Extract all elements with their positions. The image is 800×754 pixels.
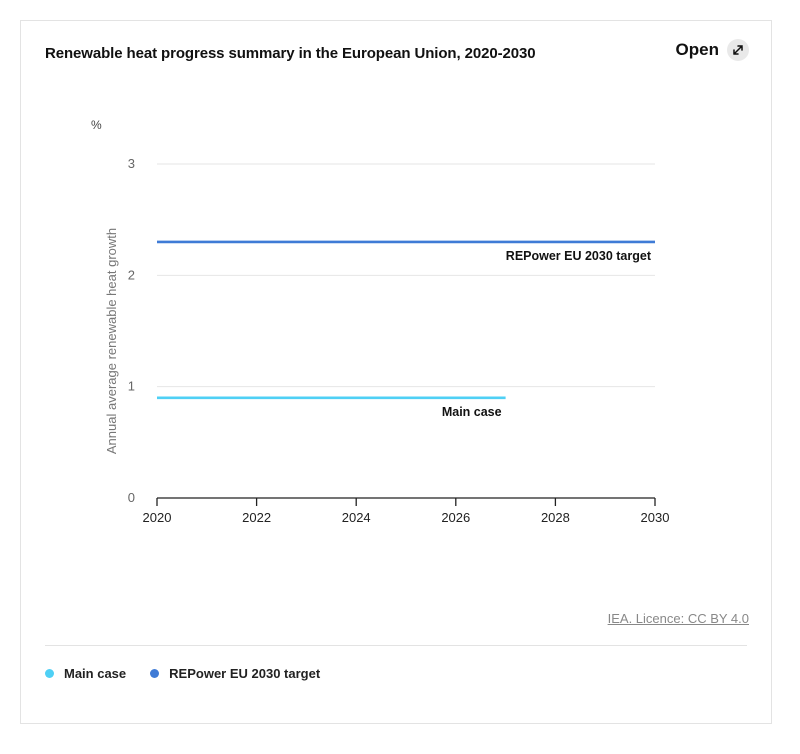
x-tick-label-2020: 2020 bbox=[143, 510, 172, 525]
x-tick-label-2026: 2026 bbox=[441, 510, 470, 525]
y-tick-label-3: 3 bbox=[128, 156, 135, 171]
y-axis-title: Annual average renewable heat growth bbox=[104, 228, 119, 454]
chart-title: Renewable heat progress summary in the E… bbox=[45, 45, 536, 62]
x-tick-label-2022: 2022 bbox=[242, 510, 271, 525]
y-tick-label-2: 2 bbox=[128, 267, 135, 282]
series-lines bbox=[157, 240, 655, 400]
legend-dot-target bbox=[150, 669, 160, 678]
y-unit-label: % bbox=[91, 118, 102, 132]
legend-dot-main-case bbox=[45, 669, 54, 678]
x-tick-label-2024: 2024 bbox=[342, 510, 371, 525]
legend-item-target[interactable]: REPower EU 2030 target bbox=[150, 666, 320, 681]
x-tick-label-2030: 2030 bbox=[641, 510, 670, 525]
chart-labels: 0 1 2 3% Annual average renewable heat growt… bbox=[91, 118, 669, 525]
legend-label-target: REPower EU 2030 target bbox=[169, 666, 321, 681]
expand-arrow-icon bbox=[727, 39, 749, 61]
legend-item-main-case[interactable]: Main case bbox=[45, 666, 126, 681]
series-label-repower-eu-2030-target: REPower EU 2030 target bbox=[506, 249, 652, 263]
series-label-main-case: Main case bbox=[442, 405, 502, 419]
x-tick-label-2028: 2028 bbox=[541, 510, 570, 525]
legend-divider bbox=[45, 645, 747, 646]
open-button-label: Open bbox=[675, 40, 719, 59]
open-button[interactable]: Open bbox=[676, 39, 749, 61]
line-chart: 0 1 2 3% Annual average renewable heat growt… bbox=[91, 118, 669, 525]
y-tick-label-1: 1 bbox=[128, 379, 135, 394]
licence-link[interactable]: IEA. Licence: CC BY 4.0 bbox=[607, 611, 749, 626]
axes bbox=[156, 497, 656, 506]
legend: Main case REPower EU 2030 target bbox=[45, 666, 320, 681]
legend-label-main-case: Main case bbox=[64, 666, 127, 681]
y-tick-label-0: 0 bbox=[128, 490, 135, 505]
grid-lines bbox=[157, 163, 655, 388]
chart-card: Renewable heat progress summary in the E… bbox=[20, 20, 772, 724]
